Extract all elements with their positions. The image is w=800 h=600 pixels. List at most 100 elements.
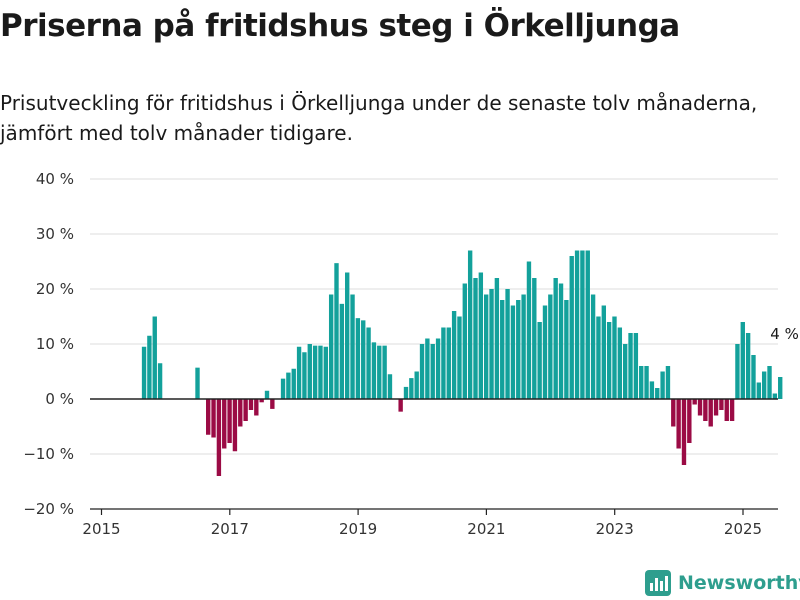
bar [740,322,745,399]
bar [745,333,751,399]
bar [264,390,270,399]
bar [387,374,393,399]
bar [302,352,307,399]
bar [366,327,371,399]
bar [751,355,756,399]
axes [90,398,778,510]
bar [606,322,612,399]
y-tick-label: 20 % [36,280,74,298]
bar [248,399,254,410]
bar [238,399,243,427]
bar [296,346,302,399]
bar [478,272,484,399]
bar [505,289,510,399]
bar [350,294,355,399]
bar [451,311,457,399]
bar [195,367,200,399]
x-tick-label: 2021 [467,520,505,538]
y-tick-label: 40 % [36,170,74,188]
bar [692,399,697,405]
bar [323,346,328,399]
bar [457,316,462,399]
bar [660,371,665,399]
newsworthy-brand: Newsworthy [644,569,800,597]
bar [377,345,382,399]
bar [697,399,703,416]
bars [141,250,783,476]
x-tick-label: 2017 [211,520,249,538]
bar [398,399,403,412]
bar [157,363,163,399]
bar [446,327,451,399]
bar [334,263,339,399]
bar [596,316,601,399]
value-annotation: 4 % [770,325,799,343]
bar [585,250,590,399]
bar [216,399,222,476]
bar [590,294,596,399]
bar [708,399,713,427]
y-tick-label: 0 % [45,390,74,408]
bar [500,300,505,399]
bar [767,366,772,399]
chart-subtitle: Prisutveckling för fritidshus i Örkellju… [0,91,758,145]
bar [280,378,286,399]
bar [537,322,542,399]
bar [473,278,478,399]
bar [676,399,681,449]
bar [639,366,644,399]
bar [489,289,494,399]
bar [569,256,574,399]
bar [729,399,735,421]
x-tick-label: 2023 [596,520,634,538]
bar [441,327,446,399]
bar [494,278,500,399]
bar [254,399,259,416]
bar [243,399,248,421]
bar [564,300,569,399]
bar [467,250,473,399]
bar [719,399,724,410]
bar [419,344,425,399]
bar [724,399,729,421]
bar [649,381,655,399]
y-tick-label: −10 % [23,445,74,463]
bar [409,378,414,399]
bar [227,399,232,443]
bar [371,342,377,399]
bar [735,344,740,399]
bar [510,305,516,399]
bar [633,333,639,399]
bar [655,388,660,399]
bar [232,399,238,452]
bar [152,316,157,399]
brand-name: Newsworthy [678,572,800,594]
bar [601,305,606,399]
bar [687,399,692,443]
bar [532,278,537,399]
bar [553,278,558,399]
bar [414,371,419,399]
chart-title: Priserna på fritidshus steg i Örkelljung… [0,8,680,44]
bar [211,399,216,438]
bar [622,344,628,399]
bar [328,294,334,399]
bar [403,386,409,399]
bar [355,318,361,399]
y-tick-label: 30 % [36,225,74,243]
bar [516,300,521,399]
bar [291,368,296,399]
bar [665,366,671,399]
bar [430,344,435,399]
bar [580,250,585,399]
bar [521,294,526,399]
bar [222,399,227,449]
bar [761,371,767,399]
bar [756,382,762,399]
bar [713,399,719,416]
bar [345,272,350,399]
bar [425,338,430,399]
annotations: 4 % [770,325,799,343]
bar [542,305,548,399]
